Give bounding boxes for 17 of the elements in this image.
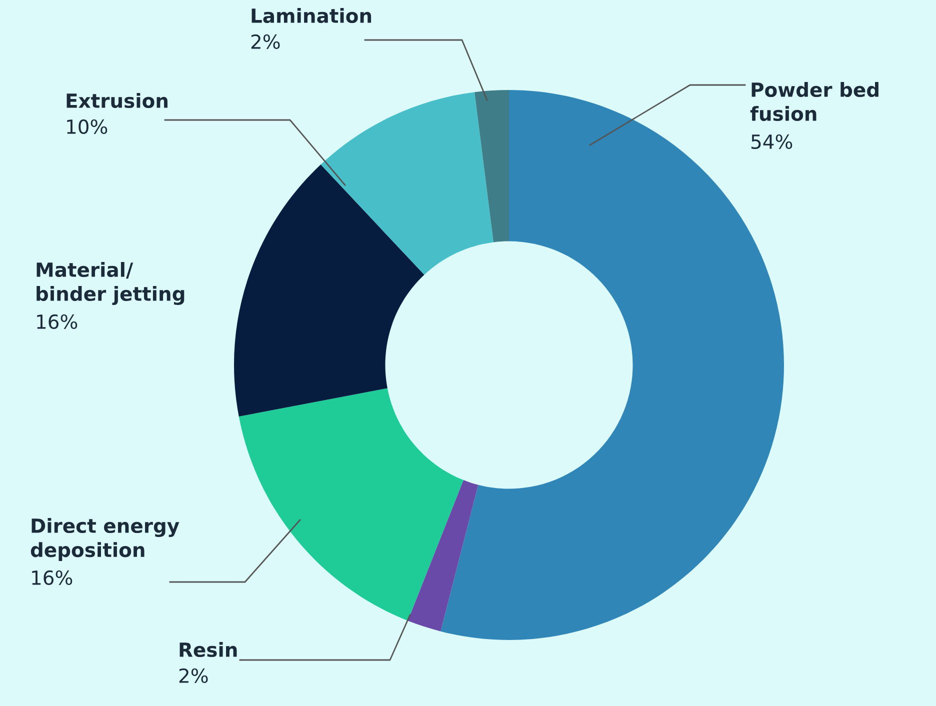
slice-label: Material/ binder jetting	[36, 262, 184, 305]
slice-label: Direct energy deposition	[30, 518, 180, 561]
data-label: 10%	[67, 119, 108, 134]
donut-slice	[234, 164, 424, 417]
slice-label: Powder bed fusion	[750, 82, 878, 122]
data-label: 2%	[251, 34, 280, 50]
donut-slice	[474, 90, 509, 242]
data-label: 16%	[37, 314, 78, 330]
data-label: 16%	[32, 570, 72, 586]
donut-slice	[238, 388, 464, 621]
donut-slice	[320, 92, 494, 275]
data-label: 2%	[179, 668, 208, 684]
slice-label: Extrusion	[66, 93, 168, 108]
slice-label: Lamination	[252, 8, 372, 24]
slice-label: Resin	[180, 642, 237, 658]
donut-slice	[408, 480, 478, 632]
data-label: 54%	[752, 134, 792, 150]
